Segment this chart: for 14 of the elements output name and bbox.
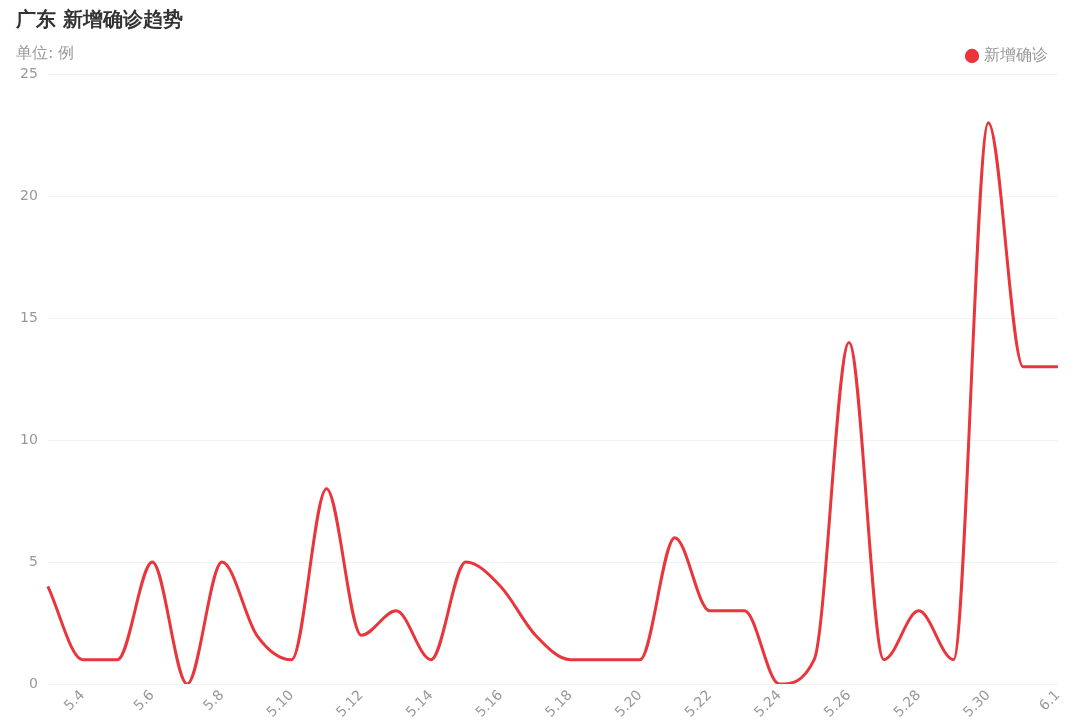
y-tick-label: 5 bbox=[28, 552, 38, 569]
x-tick-label: 5.4 bbox=[60, 686, 88, 714]
legend-label: 新增确诊 bbox=[984, 45, 1048, 65]
x-tick-label: 5.8 bbox=[199, 686, 227, 714]
x-tick-label: 5.6 bbox=[129, 686, 158, 714]
y-tick-label: 25 bbox=[19, 64, 38, 81]
y-tick-label: 10 bbox=[19, 430, 38, 447]
chart-subtitle: 单位: 例 bbox=[16, 43, 75, 64]
y-tick-label: 20 bbox=[19, 186, 38, 203]
y-tick-label: 0 bbox=[28, 674, 38, 691]
chart-title: 广东 新增确诊趋势 bbox=[16, 6, 183, 33]
y-tick-label: 15 bbox=[19, 308, 38, 325]
line-series bbox=[46, 121, 1060, 685]
x-tick-label: 6.1 bbox=[1035, 686, 1063, 714]
